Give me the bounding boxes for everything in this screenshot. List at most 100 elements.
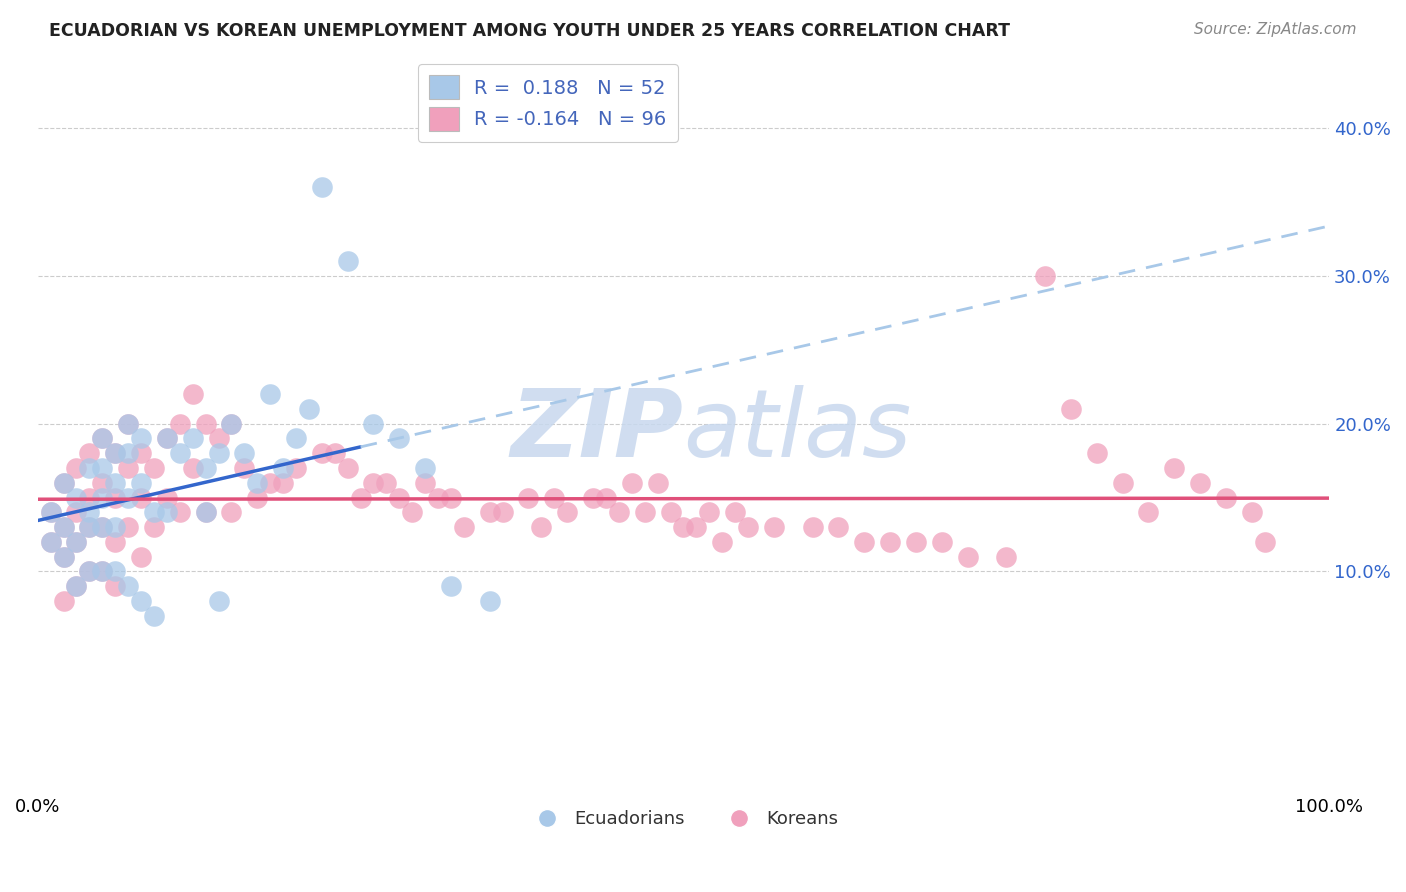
Ecuadorians <box>79 520 101 534</box>
Koreans <box>79 565 101 579</box>
Koreans <box>156 431 179 445</box>
Koreans <box>169 505 191 519</box>
Ecuadorians <box>194 461 217 475</box>
Ecuadorians <box>169 446 191 460</box>
Ecuadorians <box>363 417 385 431</box>
Koreans <box>363 475 385 490</box>
Koreans <box>129 446 152 460</box>
Koreans <box>91 431 114 445</box>
Koreans <box>1253 534 1275 549</box>
Koreans <box>672 520 695 534</box>
Ecuadorians <box>388 431 411 445</box>
Koreans <box>129 549 152 564</box>
Koreans <box>194 505 217 519</box>
Koreans <box>142 461 165 475</box>
Koreans <box>634 505 657 519</box>
Ecuadorians <box>440 579 463 593</box>
Text: Source: ZipAtlas.com: Source: ZipAtlas.com <box>1194 22 1357 37</box>
Koreans <box>52 520 75 534</box>
Koreans <box>595 491 617 505</box>
Ecuadorians <box>65 534 87 549</box>
Koreans <box>543 491 565 505</box>
Koreans <box>104 446 127 460</box>
Koreans <box>207 431 229 445</box>
Koreans <box>879 534 901 549</box>
Koreans <box>1137 505 1160 519</box>
Koreans <box>582 491 605 505</box>
Koreans <box>401 505 423 519</box>
Koreans <box>801 520 824 534</box>
Koreans <box>1215 491 1237 505</box>
Koreans <box>104 534 127 549</box>
Koreans <box>65 579 87 593</box>
Koreans <box>647 475 669 490</box>
Koreans <box>1240 505 1263 519</box>
Koreans <box>194 417 217 431</box>
Koreans <box>427 491 450 505</box>
Koreans <box>79 520 101 534</box>
Koreans <box>530 520 553 534</box>
Ecuadorians <box>194 505 217 519</box>
Ecuadorians <box>91 461 114 475</box>
Koreans <box>233 461 256 475</box>
Ecuadorians <box>478 594 501 608</box>
Koreans <box>311 446 333 460</box>
Koreans <box>440 491 463 505</box>
Koreans <box>1111 475 1133 490</box>
Koreans <box>1189 475 1212 490</box>
Koreans <box>65 534 87 549</box>
Koreans <box>117 417 139 431</box>
Koreans <box>375 475 398 490</box>
Koreans <box>904 534 927 549</box>
Koreans <box>271 475 294 490</box>
Koreans <box>91 475 114 490</box>
Ecuadorians <box>156 505 179 519</box>
Koreans <box>827 520 849 534</box>
Ecuadorians <box>259 387 281 401</box>
Koreans <box>104 579 127 593</box>
Koreans <box>995 549 1018 564</box>
Koreans <box>492 505 515 519</box>
Ecuadorians <box>65 491 87 505</box>
Koreans <box>246 491 269 505</box>
Ecuadorians <box>52 475 75 490</box>
Koreans <box>1163 461 1185 475</box>
Koreans <box>737 520 759 534</box>
Ecuadorians <box>91 491 114 505</box>
Koreans <box>762 520 785 534</box>
Koreans <box>555 505 578 519</box>
Koreans <box>129 491 152 505</box>
Ecuadorians <box>104 475 127 490</box>
Koreans <box>156 491 179 505</box>
Ecuadorians <box>91 431 114 445</box>
Koreans <box>117 461 139 475</box>
Ecuadorians <box>52 549 75 564</box>
Ecuadorians <box>285 431 308 445</box>
Koreans <box>620 475 643 490</box>
Ecuadorians <box>413 461 436 475</box>
Koreans <box>685 520 707 534</box>
Ecuadorians <box>207 594 229 608</box>
Legend: Ecuadorians, Koreans: Ecuadorians, Koreans <box>522 803 845 835</box>
Koreans <box>259 475 281 490</box>
Koreans <box>142 520 165 534</box>
Ecuadorians <box>246 475 269 490</box>
Koreans <box>39 505 62 519</box>
Koreans <box>181 461 204 475</box>
Koreans <box>388 491 411 505</box>
Ecuadorians <box>233 446 256 460</box>
Koreans <box>453 520 475 534</box>
Koreans <box>607 505 630 519</box>
Ecuadorians <box>117 446 139 460</box>
Koreans <box>1033 268 1056 283</box>
Koreans <box>336 461 359 475</box>
Koreans <box>117 520 139 534</box>
Koreans <box>724 505 747 519</box>
Koreans <box>853 534 876 549</box>
Koreans <box>181 387 204 401</box>
Ecuadorians <box>117 417 139 431</box>
Ecuadorians <box>181 431 204 445</box>
Ecuadorians <box>221 417 243 431</box>
Koreans <box>413 475 436 490</box>
Koreans <box>65 505 87 519</box>
